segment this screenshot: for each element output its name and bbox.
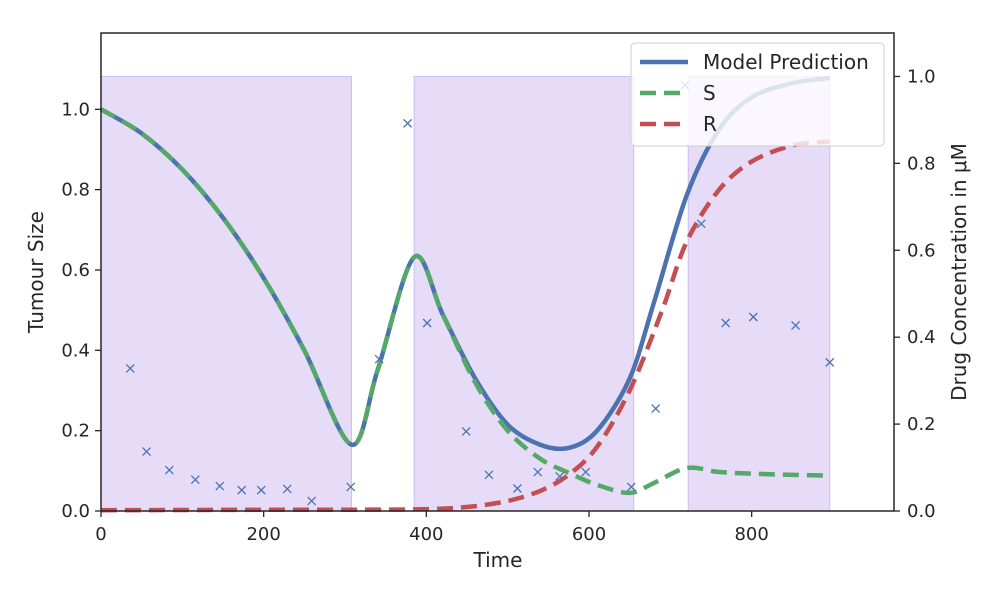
treatment-spans: [100, 75, 831, 512]
y-tick-label: 0.2: [61, 421, 90, 442]
y2-tick-label: 0.2: [907, 414, 936, 435]
measurement-point: [307, 496, 317, 506]
x-tick-label: 400: [409, 524, 443, 545]
y-axis-left: 0.0 0.2 0.4 0.6 0.8 1.0: [61, 99, 101, 522]
measurement-point: [651, 404, 661, 414]
treatment-span-3: [687, 75, 831, 512]
x-tick-label: 800: [734, 524, 768, 545]
series-r: [100, 139, 830, 513]
measurement-point: [748, 312, 758, 322]
measurement-point: [555, 471, 565, 481]
measurement-point: [164, 465, 174, 475]
legend-label-model-prediction: Model Prediction: [703, 50, 869, 74]
measurement-point: [721, 318, 731, 328]
x-tick-label: 600: [572, 524, 606, 545]
y2-tick-label: 0.4: [907, 327, 936, 348]
legend-label-s: S: [703, 81, 716, 105]
y2-tick-label: 0.8: [907, 153, 936, 174]
legend: Model Prediction S R: [630, 42, 885, 147]
y-tick-label: 0.8: [61, 180, 90, 201]
y2-tick-label: 1.0: [907, 66, 936, 87]
measurement-point: [791, 320, 801, 330]
measurement-point: [346, 482, 356, 492]
series-r-line: [100, 139, 830, 513]
series-s: [99, 107, 830, 496]
legend-box: [630, 42, 885, 147]
measurement-point: [825, 357, 835, 367]
measurement-point: [215, 481, 225, 491]
x-tick-label: 0: [95, 524, 106, 545]
y2-tick-label: 0.0: [907, 501, 936, 522]
y-tick-label: 0.6: [61, 260, 90, 281]
y-tick-label: 0.4: [61, 340, 90, 361]
y-axis-right: 0.0 0.2 0.4 0.6 0.8 1.0: [894, 66, 936, 522]
measurement-point: [626, 482, 636, 492]
measurement-point: [422, 318, 432, 328]
x-axis: 0 200 400 600 800: [95, 511, 769, 545]
measurement-point: [142, 447, 152, 457]
plot-frame: [100, 32, 895, 512]
measurement-point: [125, 363, 135, 373]
y2-tick-label: 0.6: [907, 240, 936, 261]
measurement-point: [533, 467, 543, 477]
treatment-span-1: [100, 75, 353, 512]
x-tick-label: 200: [246, 524, 280, 545]
measurement-point: [581, 467, 591, 477]
y-axis-label: Tumour Size: [24, 211, 48, 334]
measurement-point: [512, 484, 522, 493]
y-tick-label: 0.0: [61, 501, 90, 522]
measurement-point: [461, 427, 471, 436]
measurement-point: [484, 470, 494, 480]
measurement-point: [403, 118, 413, 128]
x-axis-label: Time: [473, 548, 523, 572]
y-tick-label: 1.0: [61, 99, 90, 120]
y2-axis-label: Drug Concentration in μM: [947, 143, 971, 401]
legend-label-r: R: [703, 112, 717, 136]
measurement-point: [374, 354, 384, 364]
measurement-point: [282, 484, 292, 494]
measurement-markers: [125, 80, 835, 506]
measurement-point: [256, 485, 266, 495]
measurement-point: [237, 485, 247, 495]
measurement-point: [696, 219, 706, 229]
series-s-line: [99, 107, 830, 496]
measurement-point: [190, 475, 200, 485]
